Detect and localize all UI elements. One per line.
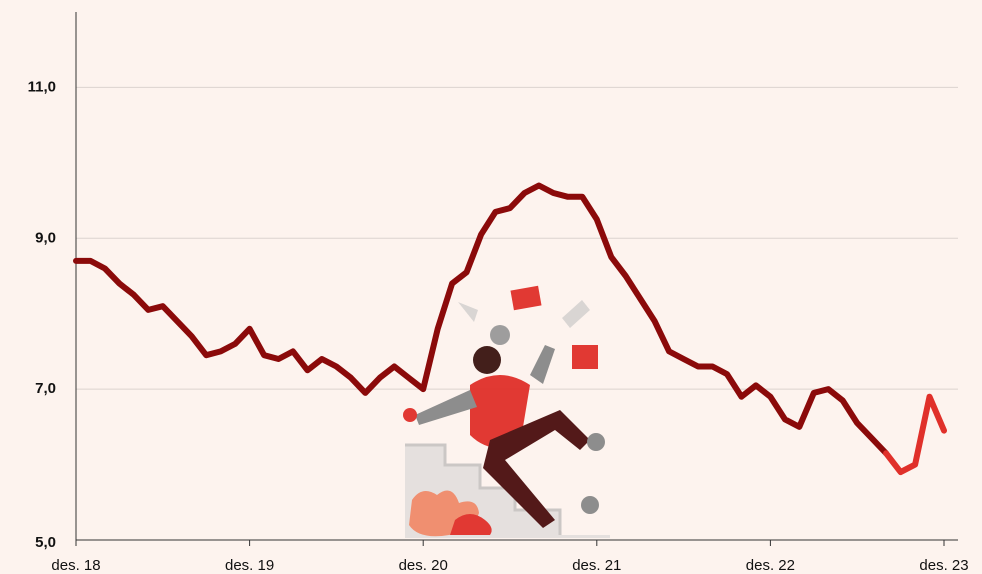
chart: 5,0 7,0 9,0 11,0 des. 18 des. 19 des. 20 des. 2…	[0, 0, 982, 574]
x-tick-label: des. 19	[225, 557, 274, 574]
x-tick-label: des. 23	[919, 557, 968, 574]
page: 5,0 7,0 9,0 11,0 des. 18 des. 19 des. 20 des. 2…	[0, 0, 982, 574]
x-tick-label: des. 18	[51, 557, 100, 574]
y-tick-label: 5,0	[35, 534, 56, 551]
x-tick-label: des. 22	[746, 557, 795, 574]
x-tick-label: des. 21	[572, 557, 621, 574]
x-tick-label: des. 20	[399, 557, 448, 574]
y-tick-label: 9,0	[35, 229, 56, 246]
y-tick-label: 11,0	[28, 78, 56, 95]
y-tick-label: 7,0	[35, 380, 56, 397]
